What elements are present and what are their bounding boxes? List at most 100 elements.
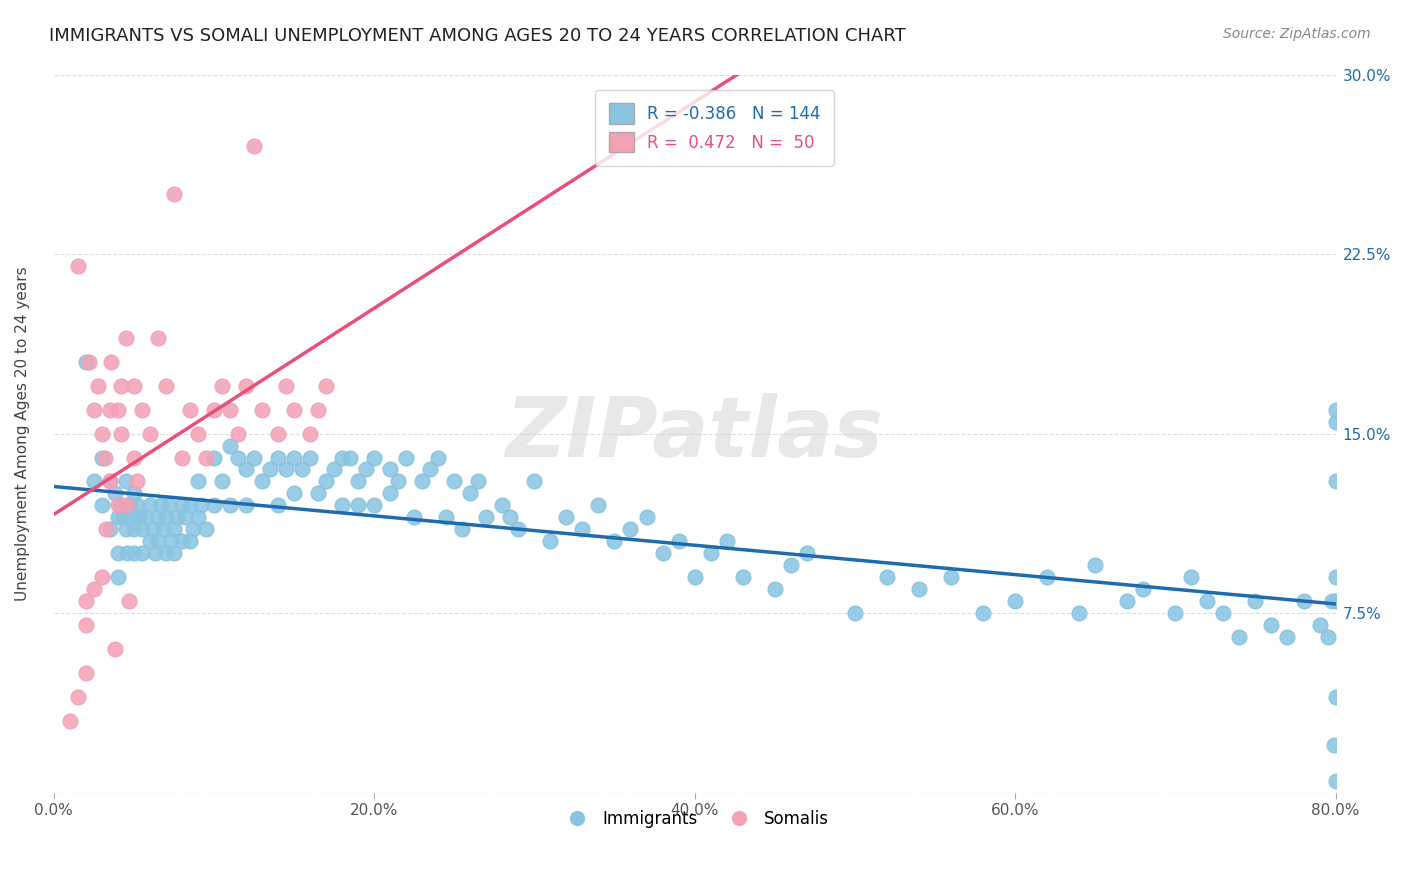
Point [187,426,209,441]
Point [139,499,162,513]
Point [118,594,141,608]
Point [636,510,658,524]
Point [59,714,82,728]
Point [1260,618,1282,632]
Point [1324,690,1347,704]
Point [125,499,148,513]
Point [387,475,409,489]
Point [218,499,240,513]
Y-axis label: Unemployment Among Ages 20 to 24 years: Unemployment Among Ages 20 to 24 years [15,267,30,601]
Point [90,570,112,584]
Point [763,582,786,597]
Point [94,450,117,465]
Point [100,355,122,369]
Point [179,534,201,549]
Point [152,522,174,536]
Point [107,546,129,560]
Point [1324,402,1347,417]
Point [908,582,931,597]
Point [134,510,156,524]
Point [98,475,121,489]
Point [90,426,112,441]
Point [427,450,450,465]
Point [83,402,105,417]
Point [139,426,162,441]
Point [114,331,136,345]
Point [844,606,866,620]
Point [87,378,110,392]
Point [98,402,121,417]
Point [731,570,754,584]
Point [1324,570,1347,584]
Point [159,534,181,549]
Point [142,522,165,536]
Point [103,642,125,657]
Point [235,462,257,476]
Point [378,486,401,500]
Point [603,534,626,549]
Point [170,499,193,513]
Point [1197,594,1219,608]
Point [330,450,353,465]
Point [146,510,169,524]
Point [419,462,441,476]
Point [170,534,193,549]
Point [131,402,153,417]
Point [876,570,898,584]
Point [588,499,610,513]
Point [347,499,370,513]
Point [90,450,112,465]
Point [107,510,129,524]
Point [118,499,141,513]
Point [146,534,169,549]
Point [1323,738,1346,752]
Point [90,499,112,513]
Point [538,534,561,549]
Point [226,426,249,441]
Point [283,402,305,417]
Point [796,546,818,560]
Point [190,499,212,513]
Point [451,522,474,536]
Point [939,570,962,584]
Point [107,570,129,584]
Text: Source: ZipAtlas.com: Source: ZipAtlas.com [1223,27,1371,41]
Point [779,558,801,573]
Point [1084,558,1107,573]
Point [1212,606,1234,620]
Point [274,378,297,392]
Point [395,450,418,465]
Point [283,450,305,465]
Point [619,522,641,536]
Point [120,510,142,524]
Point [434,510,457,524]
Point [1324,415,1347,429]
Point [411,475,433,489]
Point [1324,773,1347,788]
Point [699,546,721,560]
Point [307,486,329,500]
Point [125,475,148,489]
Point [122,378,145,392]
Point [202,402,225,417]
Point [378,462,401,476]
Point [114,475,136,489]
Point [149,499,172,513]
Text: ZIPatlas: ZIPatlas [506,393,883,474]
Point [298,450,321,465]
Point [131,522,153,536]
Point [117,546,139,560]
Point [243,139,266,153]
Point [122,546,145,560]
Point [1316,630,1339,644]
Point [267,426,290,441]
Point [668,534,690,549]
Point [131,546,153,560]
Point [1180,570,1202,584]
Point [122,486,145,500]
Point [163,522,186,536]
Point [1244,594,1267,608]
Point [103,486,125,500]
Point [157,499,180,513]
Point [347,475,370,489]
